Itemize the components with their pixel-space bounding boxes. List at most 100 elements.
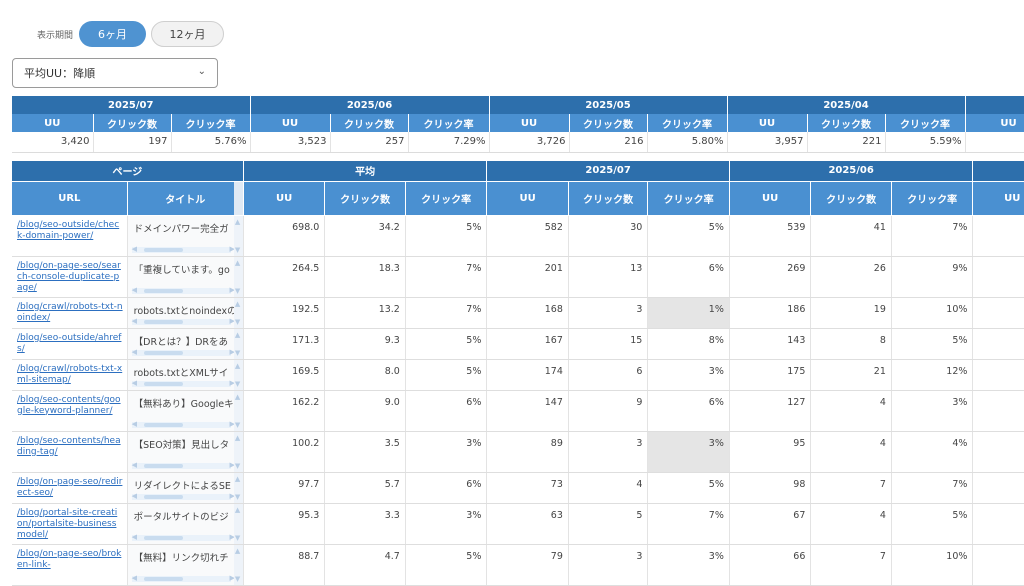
scroll-right-icon[interactable]: ▶	[229, 573, 235, 582]
scroll-right-icon[interactable]: ▶	[229, 491, 235, 500]
page-url-link[interactable]: /blog/seo-contents/google-keyword-planne…	[17, 394, 121, 416]
scrollbar-thumb[interactable]	[143, 288, 184, 293]
scroll-right-icon[interactable]: ▶	[229, 347, 235, 356]
title-vertical-scrollbar[interactable]: ▲ ▼	[233, 297, 243, 327]
month-clicks-cell: 8	[810, 328, 892, 360]
col-url[interactable]: URL	[12, 181, 128, 216]
scrollbar-thumb[interactable]	[143, 463, 184, 468]
title-horizontal-scrollbar[interactable]: ◀ ▶	[131, 532, 235, 541]
scroll-down-icon[interactable]: ▼	[234, 379, 241, 388]
page-url-link[interactable]: /blog/on-page-seo/search-console-duplica…	[17, 260, 121, 293]
scroll-up-icon[interactable]: ▲	[234, 217, 241, 226]
col-uu[interactable]: UU	[729, 181, 812, 216]
month-uu-cell: 28	[972, 256, 1024, 298]
scrollbar-thumb[interactable]	[143, 422, 184, 427]
col-clicks[interactable]: クリック数	[568, 181, 649, 216]
scroll-right-icon[interactable]: ▶	[229, 419, 235, 428]
scroll-up-icon[interactable]: ▲	[234, 392, 241, 401]
scroll-left-icon[interactable]: ◀	[131, 419, 138, 428]
scroll-up-icon[interactable]: ▲	[234, 474, 241, 483]
title-vertical-scrollbar[interactable]: ▲ ▼	[233, 390, 243, 430]
page-url-link[interactable]: /blog/seo-outside/check-domain-power/	[17, 219, 120, 241]
title-horizontal-scrollbar[interactable]: ◀ ▶	[131, 573, 235, 582]
period-12-months-button[interactable]: 12ヶ月	[151, 21, 224, 47]
page-url-link[interactable]: /blog/crawl/robots-txt-noindex/	[17, 301, 123, 323]
scroll-left-icon[interactable]: ◀	[131, 460, 138, 469]
scroll-down-icon[interactable]: ▼	[234, 492, 241, 501]
scrollbar-thumb[interactable]	[143, 494, 184, 499]
title-vertical-scrollbar[interactable]: ▲ ▼	[233, 431, 243, 471]
scrollbar-thumb[interactable]	[143, 319, 184, 324]
scroll-down-icon[interactable]: ▼	[234, 533, 241, 542]
scrollbar-thumb[interactable]	[143, 381, 184, 386]
scroll-down-icon[interactable]: ▼	[234, 420, 241, 429]
col-rate[interactable]: クリック率	[647, 181, 730, 216]
title-vertical-scrollbar[interactable]: ▲ ▼	[233, 544, 243, 584]
scroll-up-icon[interactable]: ▲	[234, 546, 241, 555]
scroll-left-icon[interactable]: ◀	[131, 378, 138, 387]
title-horizontal-scrollbar[interactable]: ◀ ▶	[131, 378, 235, 387]
scroll-down-icon[interactable]: ▼	[234, 461, 241, 470]
scroll-up-icon[interactable]: ▲	[234, 258, 241, 267]
scroll-left-icon[interactable]: ◀	[131, 244, 138, 253]
col-uu[interactable]: UU	[972, 181, 1024, 216]
scroll-up-icon[interactable]: ▲	[234, 433, 241, 442]
title-column-scrollbar[interactable]	[233, 181, 243, 215]
scroll-up-icon[interactable]: ▲	[234, 330, 241, 339]
scroll-down-icon[interactable]: ▼	[234, 348, 241, 357]
page-url-link[interactable]: /blog/crawl/robots-txt-xml-sitemap/	[17, 363, 123, 385]
scroll-right-icon[interactable]: ▶	[229, 285, 235, 294]
col-uu[interactable]: UU	[486, 181, 569, 216]
col-uu[interactable]: UU	[243, 181, 326, 216]
page-url-link[interactable]: /blog/seo-outside/ahrefs/	[17, 332, 122, 354]
scroll-right-icon[interactable]: ▶	[229, 532, 235, 541]
page-url-link[interactable]: /blog/portal-site-creation/portalsite-bu…	[17, 507, 118, 540]
col-clicks[interactable]: クリック数	[324, 181, 406, 216]
scroll-down-icon[interactable]: ▼	[234, 245, 241, 254]
page-url-link[interactable]: /blog/seo-contents/heading-tag/	[17, 435, 121, 457]
scrollbar-thumb[interactable]	[143, 576, 184, 581]
title-vertical-scrollbar[interactable]: ▲ ▼	[233, 472, 243, 502]
scroll-right-icon[interactable]: ▶	[229, 378, 235, 387]
scroll-right-icon[interactable]: ▶	[229, 316, 235, 325]
title-horizontal-scrollbar[interactable]: ◀ ▶	[131, 460, 235, 469]
col-rate[interactable]: クリック率	[891, 181, 974, 216]
page-url-link[interactable]: /blog/on-page-seo/redirect-seo/	[17, 476, 123, 498]
scrollbar-thumb[interactable]	[143, 535, 184, 540]
scroll-down-icon[interactable]: ▼	[234, 317, 241, 326]
title-horizontal-scrollbar[interactable]: ◀ ▶	[131, 347, 235, 356]
scroll-left-icon[interactable]: ◀	[131, 285, 138, 294]
title-vertical-scrollbar[interactable]: ▲ ▼	[233, 215, 243, 255]
scroll-left-icon[interactable]: ◀	[131, 573, 138, 582]
title-vertical-scrollbar[interactable]: ▲ ▼	[233, 256, 243, 296]
scroll-up-icon[interactable]: ▲	[234, 361, 241, 370]
scroll-right-icon[interactable]: ▶	[229, 460, 235, 469]
scroll-up-icon[interactable]: ▲	[234, 505, 241, 514]
scrollbar-thumb[interactable]	[143, 350, 184, 355]
title-horizontal-scrollbar[interactable]: ◀ ▶	[131, 244, 235, 253]
title-horizontal-scrollbar[interactable]: ◀ ▶	[131, 285, 235, 294]
period-6-months-button[interactable]: 6ヶ月	[79, 21, 146, 47]
page-url-link[interactable]: /blog/on-page-seo/broken-link-	[17, 548, 122, 570]
sort-select[interactable]: 平均UU：降順 ⌄	[12, 58, 218, 88]
scroll-up-icon[interactable]: ▲	[234, 299, 241, 308]
scroll-down-icon[interactable]: ▼	[234, 286, 241, 295]
title-vertical-scrollbar[interactable]: ▲ ▼	[233, 359, 243, 389]
summary-table-container[interactable]: 2025/07 2025/06 2025/05 2025/04 UU クリック数…	[12, 96, 1024, 153]
scroll-down-icon[interactable]: ▼	[234, 574, 241, 583]
title-horizontal-scrollbar[interactable]: ◀ ▶	[131, 491, 235, 500]
scroll-left-icon[interactable]: ◀	[131, 491, 138, 500]
scroll-right-icon[interactable]: ▶	[229, 244, 235, 253]
scrollbar-thumb[interactable]	[143, 247, 184, 252]
scroll-left-icon[interactable]: ◀	[131, 347, 138, 356]
col-rate[interactable]: クリック率	[405, 181, 488, 216]
col-title[interactable]: タイトル	[127, 181, 244, 216]
scroll-left-icon[interactable]: ◀	[131, 316, 138, 325]
col-clicks[interactable]: クリック数	[810, 181, 892, 216]
title-vertical-scrollbar[interactable]: ▲ ▼	[233, 328, 243, 358]
title-vertical-scrollbar[interactable]: ▲ ▼	[233, 503, 243, 543]
title-horizontal-scrollbar[interactable]: ◀ ▶	[131, 419, 235, 428]
scroll-left-icon[interactable]: ◀	[131, 532, 138, 541]
title-horizontal-scrollbar[interactable]: ◀ ▶	[131, 316, 235, 325]
detail-table-container[interactable]: ページ 平均 2025/07 2025/06 URL タイトル UU クリック数…	[12, 161, 1024, 586]
